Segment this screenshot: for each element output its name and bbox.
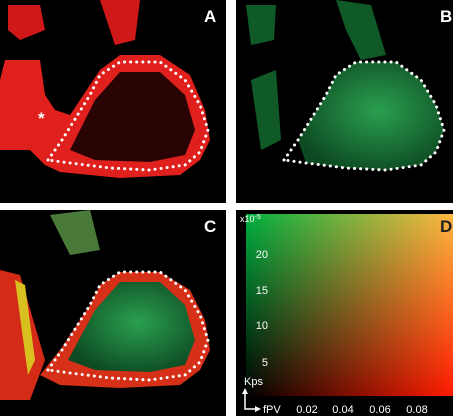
panel-c: C [0,210,226,416]
x-tick-label: 0.04 [332,404,353,416]
panel-label: A [204,7,216,26]
x-tick-label: 0.08 [406,404,427,416]
panel-label: C [204,217,216,236]
y-tick-label: 5 [262,357,268,369]
x-tick-label: 0.02 [296,404,317,416]
multiplier-exponent: -5 [255,214,261,221]
figure: * A B C D x10-5 20 15 10 5 [0,0,453,416]
x-tick-label: 0.06 [369,404,390,416]
panel-b: B [236,0,453,203]
panel-d: D x10-5 20 15 10 5 Kps fPV 0.02 0.04 0.0… [236,210,453,416]
panel-label: B [440,7,452,26]
y-axis-label: Kps [244,376,263,388]
y-tick-label: 20 [256,249,268,261]
y-tick-label: 10 [256,320,268,332]
x-axis-label: fPV [263,404,281,416]
y-tick-label: 15 [256,285,268,297]
colormap-green [246,214,453,396]
panel-label: D [440,217,452,236]
panel-a: * A [0,0,226,203]
multiplier-base: x10 [240,214,255,224]
asterisk: * [38,109,45,128]
